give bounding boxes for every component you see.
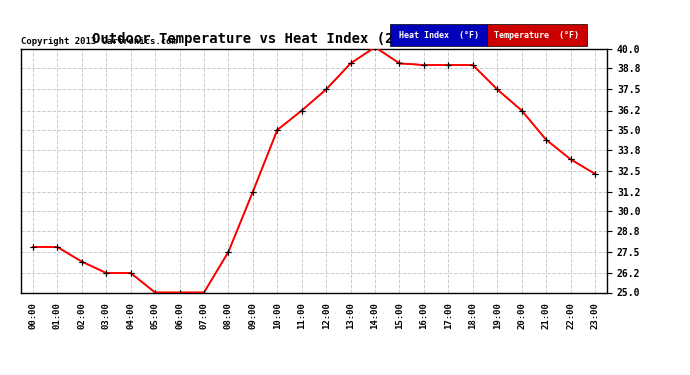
FancyBboxPatch shape [487,24,586,46]
Title: Outdoor Temperature vs Heat Index (24 Hours) 20130402: Outdoor Temperature vs Heat Index (24 Ho… [92,32,536,46]
Text: Copyright 2013 Cartronics.com: Copyright 2013 Cartronics.com [21,38,177,46]
Text: Temperature  (°F): Temperature (°F) [494,31,580,40]
FancyBboxPatch shape [391,24,487,46]
Text: Heat Index  (°F): Heat Index (°F) [399,31,479,40]
